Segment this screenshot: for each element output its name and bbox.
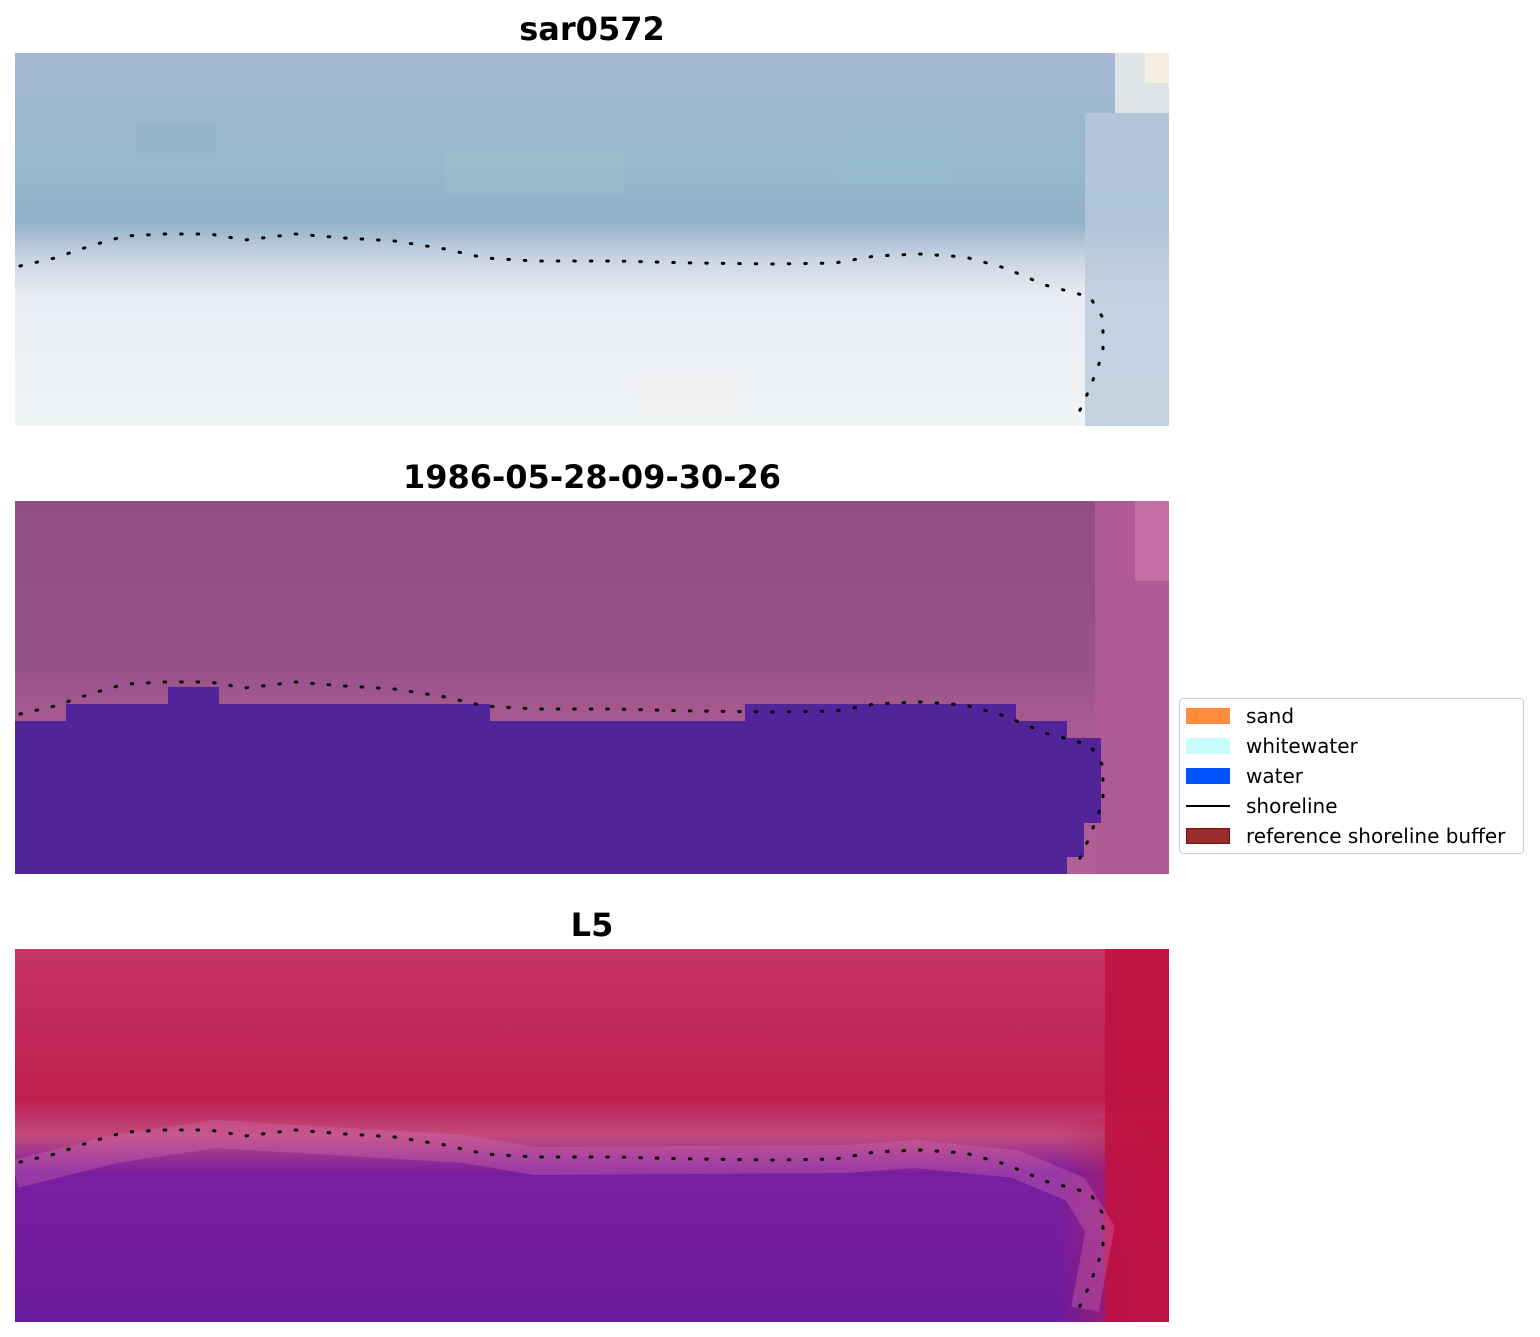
legend-item-whitewater: whitewater [1186,732,1358,760]
buffer-swatch [1186,828,1230,844]
shoreline-dots [18,680,1105,871]
legend-label-whitewater: whitewater [1246,734,1358,758]
legend-item-shoreline: shoreline [1186,792,1338,820]
index-image [15,949,1169,1322]
classified-image [15,501,1169,874]
whitewater-swatch [1186,738,1230,754]
legend-item-water: water [1186,762,1303,790]
legend-label-shoreline: shoreline [1246,794,1338,818]
panel-title-rgb: sar0572 [519,10,665,48]
panel-title-index: L5 [570,906,614,944]
legend: sand whitewater water shoreline referenc… [1179,698,1524,854]
shoreline-dots [18,1128,1105,1319]
legend-item-sand: sand [1186,702,1294,730]
shoreline-swatch [1186,805,1230,807]
sand-swatch [1186,708,1230,724]
legend-item-reference-buffer: reference shoreline buffer [1186,822,1505,850]
panel-title-classified: 1986-05-28-09-30-26 [402,458,782,496]
water-swatch [1186,768,1230,784]
shoreline-dots [18,232,1105,423]
legend-label-water: water [1246,764,1303,788]
legend-label-sand: sand [1246,704,1295,728]
pixel-texture [95,123,955,413]
legend-label-reference-buffer: reference shoreline buffer [1246,824,1506,848]
water-class-region [15,687,1101,874]
rgb-image [15,53,1169,426]
